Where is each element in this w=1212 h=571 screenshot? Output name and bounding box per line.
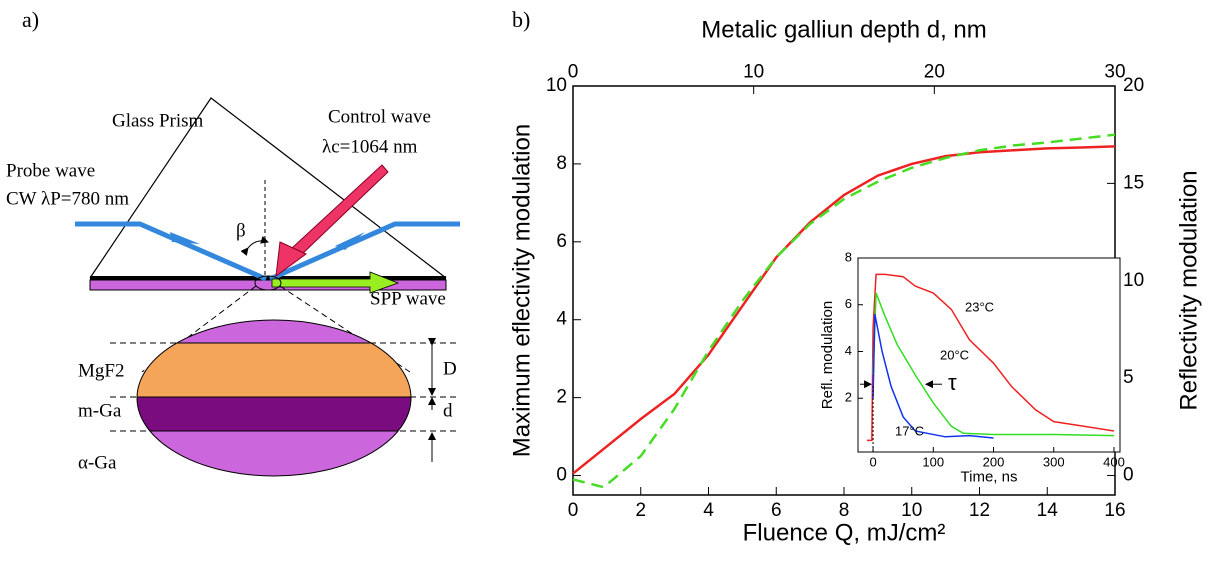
beam-arrow — [335, 232, 365, 250]
panel-label: a) — [22, 7, 39, 32]
zoom-line — [279, 285, 411, 373]
y-tick-label: 8 — [556, 153, 567, 174]
panel-label: b) — [512, 7, 530, 32]
y2-tick-label: 20 — [1123, 75, 1144, 96]
y-tick-label: 10 — [546, 75, 567, 96]
x-tick-label: 100 — [922, 454, 944, 469]
probe-beam — [75, 221, 268, 282]
y2-tick-label: 5 — [1123, 367, 1134, 388]
control-beam — [291, 164, 389, 257]
x-tick-label: 0 — [869, 454, 876, 469]
y-tick-label: 0 — [556, 465, 567, 486]
data-line — [572, 133, 1116, 489]
x-axis-label: Time, ns — [961, 468, 1018, 485]
series-label: 23°C — [965, 299, 994, 314]
data-line — [867, 273, 1115, 442]
control-arrow — [275, 241, 307, 278]
x-tick-label: 12 — [969, 500, 990, 521]
angle-arc — [240, 235, 269, 256]
reflected-beam — [268, 221, 460, 282]
label: Control wave — [328, 106, 431, 127]
x-tick-label: 200 — [983, 454, 1005, 469]
layer-label: α-Ga — [78, 452, 117, 473]
y-tick-label: 2 — [845, 390, 852, 405]
x-tick-label: 8 — [839, 500, 850, 521]
plot-frame — [857, 257, 1121, 453]
label: D — [443, 358, 457, 379]
diagram: Glass Prism Control wave λc=1064 nm Prob… — [6, 97, 460, 477]
y-axis-label: Maximum eflectivity modulation — [508, 124, 535, 457]
x-tick-label: 2 — [635, 500, 646, 521]
y-tick-label: 4 — [845, 343, 852, 358]
data-line — [872, 313, 994, 439]
metal-film — [90, 276, 446, 280]
y2-axis-label: Reflectivity modulation — [1175, 170, 1202, 410]
x-tick-label: 16 — [1104, 500, 1125, 521]
x-tick-label: 300 — [1043, 454, 1065, 469]
x2-tick-label: 0 — [568, 62, 579, 83]
y2-tick-label: 0 — [1123, 465, 1134, 486]
label: d — [443, 400, 453, 421]
x-tick-label: 14 — [1037, 500, 1059, 521]
label: SPP wave — [370, 288, 446, 309]
data-line — [872, 292, 1114, 437]
zoom-ellipse — [136, 319, 412, 477]
x-tick-label: 4 — [703, 500, 714, 521]
x2-tick-label: 20 — [924, 62, 945, 83]
y-tick-label: 6 — [845, 296, 852, 311]
y2-tick-label: 15 — [1123, 172, 1144, 193]
series-label: 20°C — [940, 347, 969, 362]
x2-tick-label: 30 — [1104, 62, 1125, 83]
layer-label: MgF2 — [78, 360, 124, 381]
label: Glass Prism — [112, 110, 204, 131]
layer-m-ga — [137, 396, 411, 432]
label: CW λP=780 nm — [6, 188, 129, 209]
data-line — [572, 145, 1116, 475]
label: β — [236, 220, 246, 241]
y-tick-label: 2 — [556, 387, 567, 408]
y-tick-label: 6 — [556, 231, 567, 252]
y-tick-label: 4 — [556, 309, 567, 330]
y-tick-label: 8 — [845, 249, 852, 264]
label: Probe wave — [6, 160, 95, 181]
prism — [89, 97, 447, 279]
layer-mgf2 — [137, 342, 411, 398]
y2-tick-label: 10 — [1123, 270, 1144, 291]
x-tick-label: 6 — [771, 500, 782, 521]
x-tick-label: 0 — [568, 500, 579, 521]
x-tick-label: 10 — [901, 500, 922, 521]
zoom-line — [141, 285, 257, 373]
x-tick-label: 400 — [1103, 454, 1125, 469]
x-axis-label: Fluence Q, mJ/cm² — [743, 519, 946, 546]
layer-label: m-Ga — [78, 400, 122, 421]
zoom-spot — [254, 275, 282, 291]
spp-arrow — [271, 271, 400, 294]
x2-tick-label: 10 — [743, 62, 764, 83]
beam-arrow — [170, 232, 200, 244]
y-axis-label: Refl. modulation — [819, 301, 836, 409]
annotation: τ — [948, 370, 957, 395]
x2-axis-label: Metalic galliun depth d, nm — [701, 16, 987, 43]
series-label: 17°C — [895, 423, 924, 438]
label: λc=1064 nm — [322, 136, 418, 157]
